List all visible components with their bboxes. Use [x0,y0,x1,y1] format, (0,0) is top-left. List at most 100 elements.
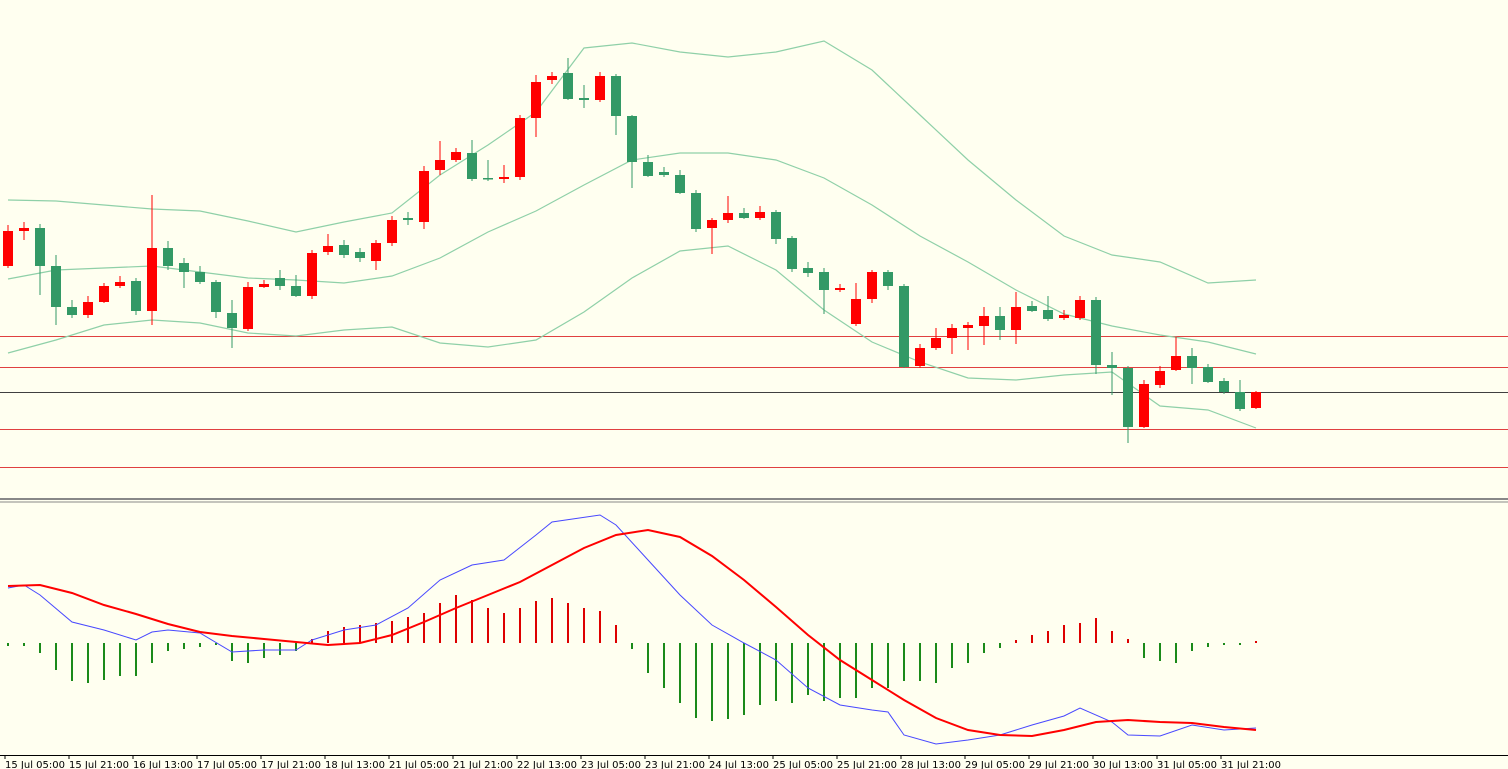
candle-body [819,272,829,290]
candle-body [627,116,637,162]
candle-body [1107,365,1117,368]
candle-body [499,177,509,179]
candle-body [851,299,861,324]
candle-body [1219,381,1229,392]
candle-body [147,248,157,311]
candle-body [643,162,653,176]
x-tick-label: 17 Jul 21:00 [261,760,321,769]
candle-body [963,325,973,328]
candle-body [675,175,685,193]
candle-body [211,282,221,312]
x-tick-label: 22 Jul 13:00 [517,760,577,769]
candle-body [563,73,573,99]
candle-body [1171,356,1181,370]
candle-body [659,172,669,175]
candle-body [1075,300,1085,318]
x-tick-label: 21 Jul 05:00 [389,760,449,769]
x-tick-label: 31 Jul 21:00 [1221,760,1281,769]
candle-body [979,316,989,326]
candle-body [1187,356,1197,368]
candle-body [483,178,493,180]
candle-body [195,272,205,282]
x-tick-label: 30 Jul 13:00 [1093,760,1153,769]
candle-body [67,307,77,315]
candle-body [259,284,269,287]
candle-body [739,213,749,218]
candle-body [371,243,381,261]
candle-body [579,98,589,100]
x-tick-label: 15 Jul 21:00 [69,760,129,769]
x-tick-label: 21 Jul 21:00 [453,760,513,769]
candle-body [755,212,765,218]
candle-body [1203,367,1213,382]
macd-line [7,514,1257,745]
candle-body [899,286,909,367]
candle-body [435,160,445,170]
x-tick-label: 17 Jul 05:00 [197,760,257,769]
candle-body [419,171,429,222]
candle-body [1251,392,1261,408]
candle-body [323,246,333,252]
candle-body [1027,306,1037,311]
candle-body [931,338,941,348]
candle-body [339,245,349,255]
x-tick-label: 29 Jul 05:00 [965,760,1025,769]
x-tick-label: 23 Jul 05:00 [581,760,641,769]
x-tick-label: 25 Jul 05:00 [773,760,833,769]
x-tick-label: 29 Jul 21:00 [1029,760,1089,769]
candle-body [227,313,237,328]
candle-body [115,282,125,286]
bollinger-band [7,245,1257,429]
candle-body [403,218,413,220]
candle-body [99,286,109,302]
candle-body [515,118,525,177]
candle-body [723,213,733,220]
x-tick-label: 25 Jul 21:00 [837,760,897,769]
x-tick-label: 28 Jul 13:00 [901,760,961,769]
bollinger-band [7,40,1257,284]
candle-body [83,302,93,315]
candle-body [947,328,957,338]
candle-body [787,238,797,269]
macd-line [7,528,1257,738]
candle-body [291,286,301,296]
candle-body [467,153,477,179]
candle-body [131,281,141,311]
candle-body [51,266,61,307]
x-tick-label: 18 Jul 13:00 [325,760,385,769]
x-tick-label: 24 Jul 13:00 [709,760,769,769]
candle-body [451,152,461,160]
candle-body [1235,392,1245,409]
candle-body [243,287,253,329]
candle-body [595,76,605,100]
x-tick-label: 15 Jul 05:00 [5,760,65,769]
candle-body [915,348,925,366]
candle-body [531,82,541,118]
candle-body [1043,310,1053,319]
candle-body [803,268,813,273]
candle-body [355,252,365,258]
candle-body [179,263,189,272]
candle-body [1091,300,1101,365]
x-tick-label: 23 Jul 21:00 [645,760,705,769]
candle-body [1059,315,1069,318]
candle-body [387,220,397,243]
candle-body [1155,371,1165,385]
candle-body [1011,307,1021,330]
candle-body [19,228,29,231]
candle-body [883,272,893,286]
candle-body [771,212,781,239]
candle-body [307,253,317,296]
candle-body [707,220,717,228]
candle-body [547,76,557,80]
candle-body [163,248,173,266]
candle-body [835,288,845,290]
candle-body [3,231,13,266]
candle-body [867,272,877,299]
candle-body [1139,384,1149,427]
x-tick-label: 16 Jul 13:00 [133,760,193,769]
x-tick-label: 31 Jul 05:00 [1157,760,1217,769]
candle-body [995,316,1005,330]
